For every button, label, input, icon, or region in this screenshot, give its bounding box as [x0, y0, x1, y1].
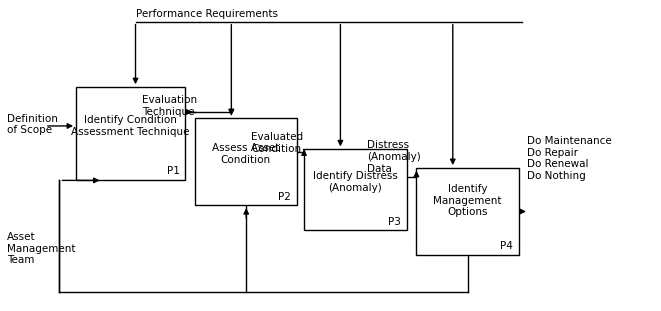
Text: Do Maintenance
Do Repair
Do Renewal
Do Nothing: Do Maintenance Do Repair Do Renewal Do N… — [527, 136, 612, 181]
Text: Definition
of Scope: Definition of Scope — [7, 114, 58, 135]
Text: P4: P4 — [500, 241, 513, 251]
FancyBboxPatch shape — [416, 168, 519, 255]
Text: Asset
Management
Team: Asset Management Team — [7, 232, 75, 265]
Text: Assess Asset
Condition: Assess Asset Condition — [212, 143, 280, 165]
Text: Identify
Management
Options: Identify Management Options — [433, 184, 502, 217]
FancyBboxPatch shape — [304, 149, 407, 230]
Text: Evaluated
Condition: Evaluated Condition — [251, 132, 303, 154]
Text: P2: P2 — [278, 192, 291, 202]
Text: Performance Requirements: Performance Requirements — [136, 9, 278, 19]
Text: Identify Condition
Assessment Technique: Identify Condition Assessment Technique — [71, 115, 190, 137]
Text: P1: P1 — [167, 166, 180, 176]
Text: Evaluation
Technique: Evaluation Technique — [142, 95, 197, 117]
Text: P3: P3 — [388, 217, 401, 227]
FancyBboxPatch shape — [76, 87, 185, 180]
FancyBboxPatch shape — [195, 118, 297, 205]
Text: Identify Distress
(Anomaly): Identify Distress (Anomaly) — [313, 171, 397, 193]
Text: Distress
(Anomaly)
Data: Distress (Anomaly) Data — [367, 141, 420, 174]
